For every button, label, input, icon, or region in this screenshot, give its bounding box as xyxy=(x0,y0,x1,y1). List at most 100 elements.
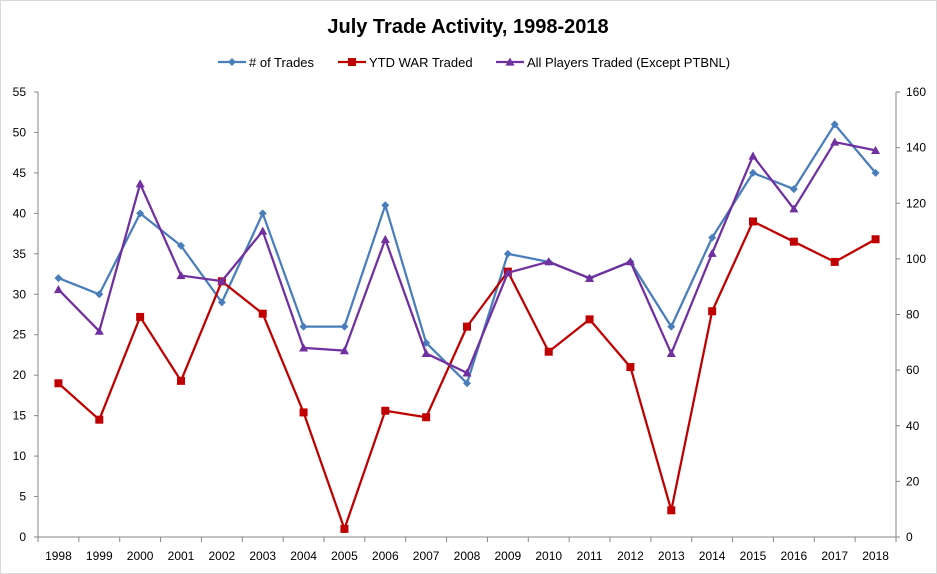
y-left-tick-label: 30 xyxy=(13,287,27,301)
x-tick-label: 1998 xyxy=(45,549,72,563)
legend-label: YTD WAR Traded xyxy=(369,55,473,70)
legend-label: All Players Traded (Except PTBNL) xyxy=(527,55,730,70)
data-point xyxy=(708,307,717,316)
x-tick-label: 2013 xyxy=(658,549,685,563)
data-point xyxy=(544,257,554,266)
x-tick-label: 2008 xyxy=(454,549,481,563)
data-point xyxy=(749,217,757,226)
data-point xyxy=(463,322,471,331)
x-tick-label: 2018 xyxy=(862,549,889,563)
y-left-tick-label: 0 xyxy=(19,530,26,544)
data-point xyxy=(585,273,595,282)
series-line xyxy=(58,123,877,385)
data-point xyxy=(340,524,349,533)
data-point xyxy=(136,209,145,218)
data-point xyxy=(462,368,472,377)
legend-item-0: # of Trades xyxy=(218,55,315,70)
legend-swatch-marker xyxy=(348,58,356,66)
y-right-tick-label: 60 xyxy=(906,363,920,377)
data-point xyxy=(463,379,471,388)
x-tick-label: 2010 xyxy=(535,549,562,563)
data-point xyxy=(380,234,390,244)
data-point xyxy=(340,322,349,331)
data-point xyxy=(871,168,880,177)
data-point xyxy=(667,322,676,331)
x-tick-label: 2002 xyxy=(209,549,236,563)
data-point xyxy=(830,137,840,146)
data-point xyxy=(135,179,145,188)
data-point xyxy=(53,284,63,294)
data-point xyxy=(585,315,594,324)
x-tick-label: 1999 xyxy=(86,549,113,563)
data-point xyxy=(95,415,104,424)
data-point xyxy=(258,226,268,235)
data-point xyxy=(871,235,880,244)
data-point xyxy=(626,363,635,372)
x-tick-label: 2015 xyxy=(740,549,767,563)
y-left-tick-label: 40 xyxy=(13,206,27,220)
data-point xyxy=(789,204,799,213)
x-tick-label: 2017 xyxy=(821,549,848,563)
data-point xyxy=(625,257,635,266)
x-tick-label: 2000 xyxy=(127,549,154,563)
data-point xyxy=(339,346,349,355)
legend-item-1: YTD WAR Traded xyxy=(338,55,473,70)
y-left-tick-label: 50 xyxy=(13,125,27,139)
data-point xyxy=(95,290,104,299)
plot-area: 0 5 10 15 20 25 30 35 40 45 50 55 0 20 40 60 80 100 120 140… xyxy=(13,85,927,563)
x-tick-label: 2014 xyxy=(699,549,726,563)
data-point xyxy=(544,347,553,356)
x-tick-label: 2003 xyxy=(249,549,276,563)
data-point xyxy=(830,257,839,266)
data-point xyxy=(667,506,676,515)
y-left-tick-label: 5 xyxy=(19,490,26,504)
x-tick-label: 2007 xyxy=(413,549,440,563)
y-left-tick-label: 25 xyxy=(13,328,27,342)
y-left-tick-label: 20 xyxy=(13,368,27,382)
data-point xyxy=(708,233,717,242)
x-tick-label: 2012 xyxy=(617,549,644,563)
x-tick-label: 2009 xyxy=(495,549,522,563)
data-point xyxy=(871,145,881,155)
y-left-tick-label: 35 xyxy=(13,247,27,261)
legend-swatch-marker xyxy=(505,57,515,66)
data-point xyxy=(217,298,226,307)
data-point xyxy=(381,406,390,415)
data-point xyxy=(176,271,186,280)
y-left-tick-label: 45 xyxy=(13,166,27,180)
x-tick-label: 2016 xyxy=(781,549,808,563)
legend-swatch-marker xyxy=(228,58,236,66)
y-right-tick-label: 140 xyxy=(906,141,926,155)
y-right-tick-label: 80 xyxy=(906,308,920,322)
y-right-tick-label: 20 xyxy=(906,474,920,488)
data-point xyxy=(299,343,309,352)
series-2 xyxy=(53,137,881,377)
chart-title: July Trade Activity, 1998-2018 xyxy=(327,16,608,38)
data-point xyxy=(830,120,839,129)
y-left-tick-label: 10 xyxy=(13,449,27,463)
x-tick-label: 2006 xyxy=(372,549,399,563)
legend-label: # of Trades xyxy=(249,55,315,70)
x-tick-label: 2001 xyxy=(168,549,195,563)
data-point xyxy=(258,309,267,318)
data-point xyxy=(748,151,758,160)
x-tick-label: 2004 xyxy=(290,549,317,563)
legend-item-2: All Players Traded (Except PTBNL) xyxy=(496,55,730,70)
data-point xyxy=(177,376,185,385)
data-point xyxy=(299,322,308,331)
data-point xyxy=(299,408,308,417)
data-point xyxy=(503,268,513,277)
data-point xyxy=(749,168,757,177)
data-point xyxy=(381,201,390,210)
chart-legend: # of Trades YTD WAR Traded All Players Tra… xyxy=(218,55,730,70)
y-right-tick-label: 160 xyxy=(906,85,926,99)
data-point xyxy=(136,312,145,321)
data-point xyxy=(258,209,267,218)
data-point xyxy=(421,348,431,358)
data-point xyxy=(54,274,63,283)
y-left-tick-label: 55 xyxy=(13,85,27,99)
data-point xyxy=(789,185,798,194)
data-point xyxy=(54,379,63,388)
y-right-tick-label: 120 xyxy=(906,196,926,210)
